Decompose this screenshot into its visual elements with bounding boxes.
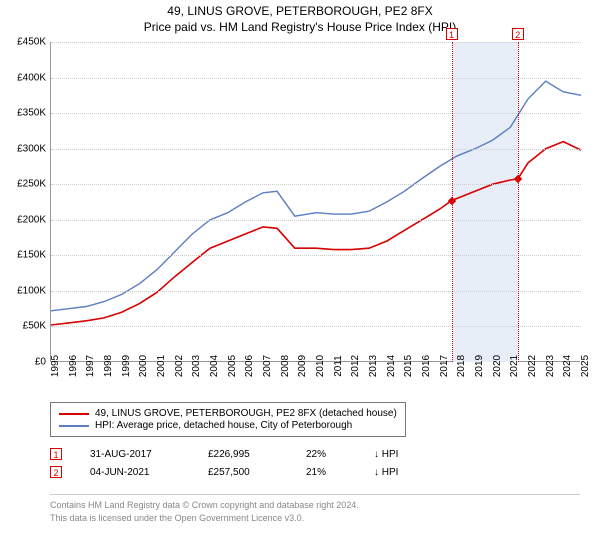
footer-attribution: Contains HM Land Registry data © Crown c… — [50, 494, 580, 524]
x-tick-label: 1995 — [50, 355, 61, 377]
x-tick-label: 2008 — [280, 355, 291, 377]
legend-text: 49, LINUS GROVE, PETERBOROUGH, PE2 8FX (… — [95, 408, 397, 419]
y-tick-label: £100K — [17, 285, 46, 296]
title-line2: Price paid vs. HM Land Registry's House … — [0, 20, 600, 34]
series-svg — [51, 42, 581, 362]
y-tick-label: £300K — [17, 143, 46, 154]
y-tick-label: £350K — [17, 108, 46, 119]
chart-title-block: 49, LINUS GROVE, PETERBOROUGH, PE2 8FX P… — [0, 0, 600, 36]
x-tick-label: 2009 — [297, 355, 308, 377]
legend-row: 49, LINUS GROVE, PETERBOROUGH, PE2 8FX (… — [59, 408, 397, 419]
sale-price: £226,995 — [208, 449, 278, 460]
x-tick-label: 2004 — [209, 355, 220, 377]
gridline-h — [51, 184, 581, 185]
sale-date: 31-AUG-2017 — [90, 449, 180, 460]
sale-arrow: ↓ HPI — [374, 467, 434, 478]
x-tick-label: 2025 — [580, 355, 591, 377]
sale-row: 2 04-JUN-2021 £257,500 21% ↓ HPI — [50, 466, 434, 478]
gridline-h — [51, 78, 581, 79]
y-tick-label: £250K — [17, 179, 46, 190]
sales-table: 1 31-AUG-2017 £226,995 22% ↓ HPI 2 04-JUN-2021… — [50, 448, 434, 484]
x-tick-label: 2022 — [527, 355, 538, 377]
marker-label: 1 — [446, 28, 458, 40]
y-tick-label: £150K — [17, 250, 46, 261]
x-tick-label: 2002 — [174, 355, 185, 377]
gridline-h — [51, 220, 581, 221]
sale-row: 1 31-AUG-2017 £226,995 22% ↓ HPI — [50, 448, 434, 460]
x-tick-label: 2010 — [315, 355, 326, 377]
x-tick-label: 1996 — [68, 355, 79, 377]
legend-swatch — [59, 413, 89, 415]
plot-region: 12 — [50, 42, 580, 362]
x-tick-label: 1997 — [85, 355, 96, 377]
gridline-h — [51, 149, 581, 150]
footer-line1: Contains HM Land Registry data © Crown c… — [50, 499, 580, 512]
x-tick-label: 2024 — [562, 355, 573, 377]
title-line1: 49, LINUS GROVE, PETERBOROUGH, PE2 8FX — [0, 4, 600, 18]
x-tick-label: 2021 — [509, 355, 520, 377]
y-tick-label: £0 — [35, 357, 46, 368]
sale-diff: 21% — [306, 467, 346, 478]
sale-arrow: ↓ HPI — [374, 449, 434, 460]
x-tick-label: 2017 — [439, 355, 450, 377]
sale-marker: 1 — [50, 448, 62, 460]
sale-date: 04-JUN-2021 — [90, 467, 180, 478]
x-tick-label: 2018 — [456, 355, 467, 377]
legend-swatch — [59, 425, 89, 427]
x-tick-label: 2023 — [545, 355, 556, 377]
gridline-h — [51, 42, 581, 43]
x-tick-label: 2019 — [474, 355, 485, 377]
x-tick-label: 2013 — [368, 355, 379, 377]
legend-text: HPI: Average price, detached house, City… — [95, 420, 352, 431]
gridline-h — [51, 291, 581, 292]
x-tick-label: 1998 — [103, 355, 114, 377]
x-tick-label: 2001 — [156, 355, 167, 377]
marker-vline — [518, 42, 519, 362]
x-tick-label: 2016 — [421, 355, 432, 377]
legend-row: HPI: Average price, detached house, City… — [59, 420, 397, 431]
y-tick-label: £50K — [23, 321, 46, 332]
x-tick-label: 2011 — [333, 355, 344, 377]
y-tick-label: £200K — [17, 214, 46, 225]
gridline-h — [51, 113, 581, 114]
x-tick-label: 1999 — [121, 355, 132, 377]
chart-area: 12 £0£50K£100K£150K£200K£250K£300K£350K£… — [50, 42, 580, 362]
x-tick-label: 2006 — [244, 355, 255, 377]
gridline-h — [51, 326, 581, 327]
x-tick-label: 2000 — [138, 355, 149, 377]
series-price_paid — [51, 142, 581, 325]
sale-marker: 2 — [50, 466, 62, 478]
x-tick-label: 2007 — [262, 355, 273, 377]
series-hpi — [51, 81, 581, 311]
x-tick-label: 2012 — [350, 355, 361, 377]
sale-diff: 22% — [306, 449, 346, 460]
marker-label: 2 — [512, 28, 524, 40]
x-tick-label: 2005 — [227, 355, 238, 377]
legend-box: 49, LINUS GROVE, PETERBOROUGH, PE2 8FX (… — [50, 402, 406, 437]
x-tick-label: 2015 — [403, 355, 414, 377]
y-tick-label: £450K — [17, 37, 46, 48]
x-tick-label: 2020 — [492, 355, 503, 377]
sale-price: £257,500 — [208, 467, 278, 478]
footer-line2: This data is licensed under the Open Gov… — [50, 512, 580, 525]
gridline-h — [51, 255, 581, 256]
x-tick-label: 2014 — [386, 355, 397, 377]
y-tick-label: £400K — [17, 72, 46, 83]
x-tick-label: 2003 — [191, 355, 202, 377]
